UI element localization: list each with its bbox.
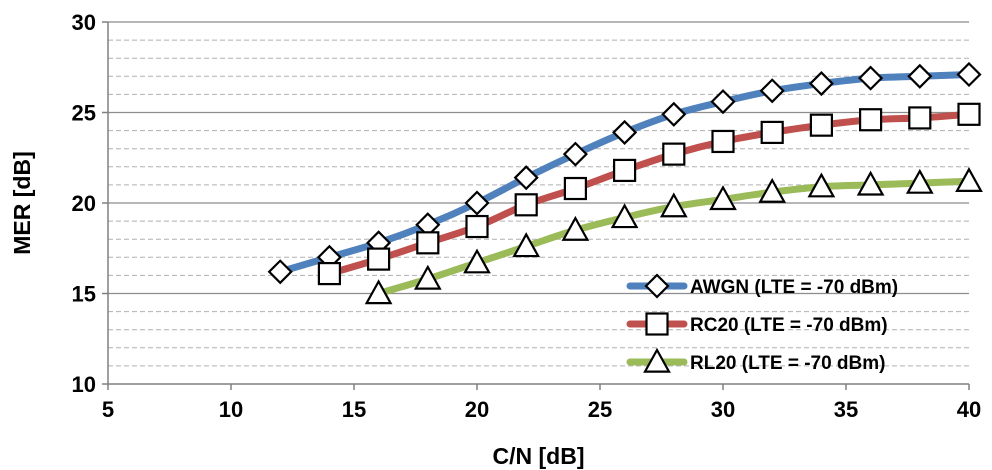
- data-point-diamond: [808, 70, 834, 97]
- x-tick-label: 15: [342, 397, 366, 422]
- data-point-diamond: [710, 89, 736, 115]
- data-point-square: [662, 142, 686, 166]
- data-point-square: [465, 214, 489, 239]
- data-point-diamond: [661, 101, 687, 127]
- axes: [102, 21, 970, 390]
- x-tick-label: 25: [588, 397, 612, 422]
- grid-lines: [108, 21, 969, 367]
- data-point-square: [908, 106, 932, 130]
- y-tick-label: 25: [72, 101, 96, 126]
- data-point-square: [809, 113, 834, 137]
- legend-item: RL20 (LTE = -70 dBm): [626, 347, 885, 374]
- data-point-square: [317, 261, 341, 286]
- data-point-diamond: [513, 165, 539, 191]
- data-point-triangle: [955, 167, 983, 192]
- data-point-triangle: [364, 279, 393, 305]
- legend-item: AWGN (LTE = -70 dBm): [626, 273, 898, 299]
- data-point-square: [760, 120, 784, 145]
- x-tick-label: 10: [219, 397, 243, 422]
- data-point-square: [858, 108, 883, 132]
- data-point-triangle: [561, 215, 590, 241]
- data-point-triangle: [709, 185, 737, 211]
- data-point-triangle: [463, 248, 491, 274]
- data-point-triangle: [807, 172, 836, 198]
- data-point-square: [612, 158, 637, 183]
- y-tick-label: 10: [72, 372, 96, 397]
- legend-marker-square: [645, 312, 669, 336]
- data-point-triangle: [659, 192, 688, 218]
- data-point-diamond: [759, 78, 785, 104]
- data-point-diamond: [612, 119, 638, 145]
- data-point-triangle: [610, 203, 639, 229]
- y-axis-title: MER [dB]: [9, 151, 35, 254]
- data-point-diamond: [956, 61, 982, 88]
- data-point-triangle: [512, 232, 541, 258]
- data-point-diamond: [267, 259, 293, 285]
- series-group: [267, 61, 983, 305]
- data-point-triangle: [905, 168, 934, 194]
- x-tick-labels: 5 10 15 20 25 30 35 40: [102, 397, 981, 422]
- series-diamond: [267, 61, 982, 285]
- legend-marker-diamond: [644, 273, 670, 299]
- data-point-square: [563, 176, 588, 201]
- y-tick-label: 15: [72, 282, 96, 307]
- data-point-triangle: [856, 170, 885, 196]
- x-axis-title: C/N [dB]: [493, 443, 585, 469]
- data-point-square: [711, 129, 735, 154]
- data-point-square: [957, 102, 981, 126]
- data-point-diamond: [907, 63, 933, 89]
- y-tick-label: 30: [72, 10, 96, 35]
- x-tick-label: 30: [711, 397, 735, 422]
- data-point-square: [416, 231, 440, 255]
- x-tick-label: 40: [957, 397, 981, 422]
- data-point-square: [514, 193, 538, 217]
- data-point-diamond: [562, 141, 588, 167]
- data-point-diamond: [464, 190, 490, 216]
- legend: AWGN (LTE = -70 dBm) RC20 (LTE = -70 dBm)…: [626, 273, 898, 374]
- legend-item: RC20 (LTE = -70 dBm): [626, 312, 888, 336]
- legend-label: RC20 (LTE = -70 dBm): [690, 315, 888, 336]
- x-tick-label: 5: [102, 397, 114, 422]
- legend-marker-triangle: [643, 347, 671, 373]
- data-point-triangle: [413, 264, 442, 290]
- data-point-square: [367, 247, 391, 271]
- data-point-triangle: [758, 177, 787, 203]
- y-tick-label: 20: [72, 191, 96, 216]
- y-tick-labels: 10 15 20 25 30: [72, 10, 96, 397]
- x-tick-label: 20: [465, 397, 489, 422]
- series-square: [317, 102, 981, 286]
- x-tick-label: 35: [834, 397, 858, 422]
- legend-label: AWGN (LTE = -70 dBm): [690, 277, 898, 298]
- legend-label: RL20 (LTE = -70 dBm): [690, 353, 885, 374]
- data-point-diamond: [858, 65, 884, 91]
- series-triangle: [364, 167, 983, 305]
